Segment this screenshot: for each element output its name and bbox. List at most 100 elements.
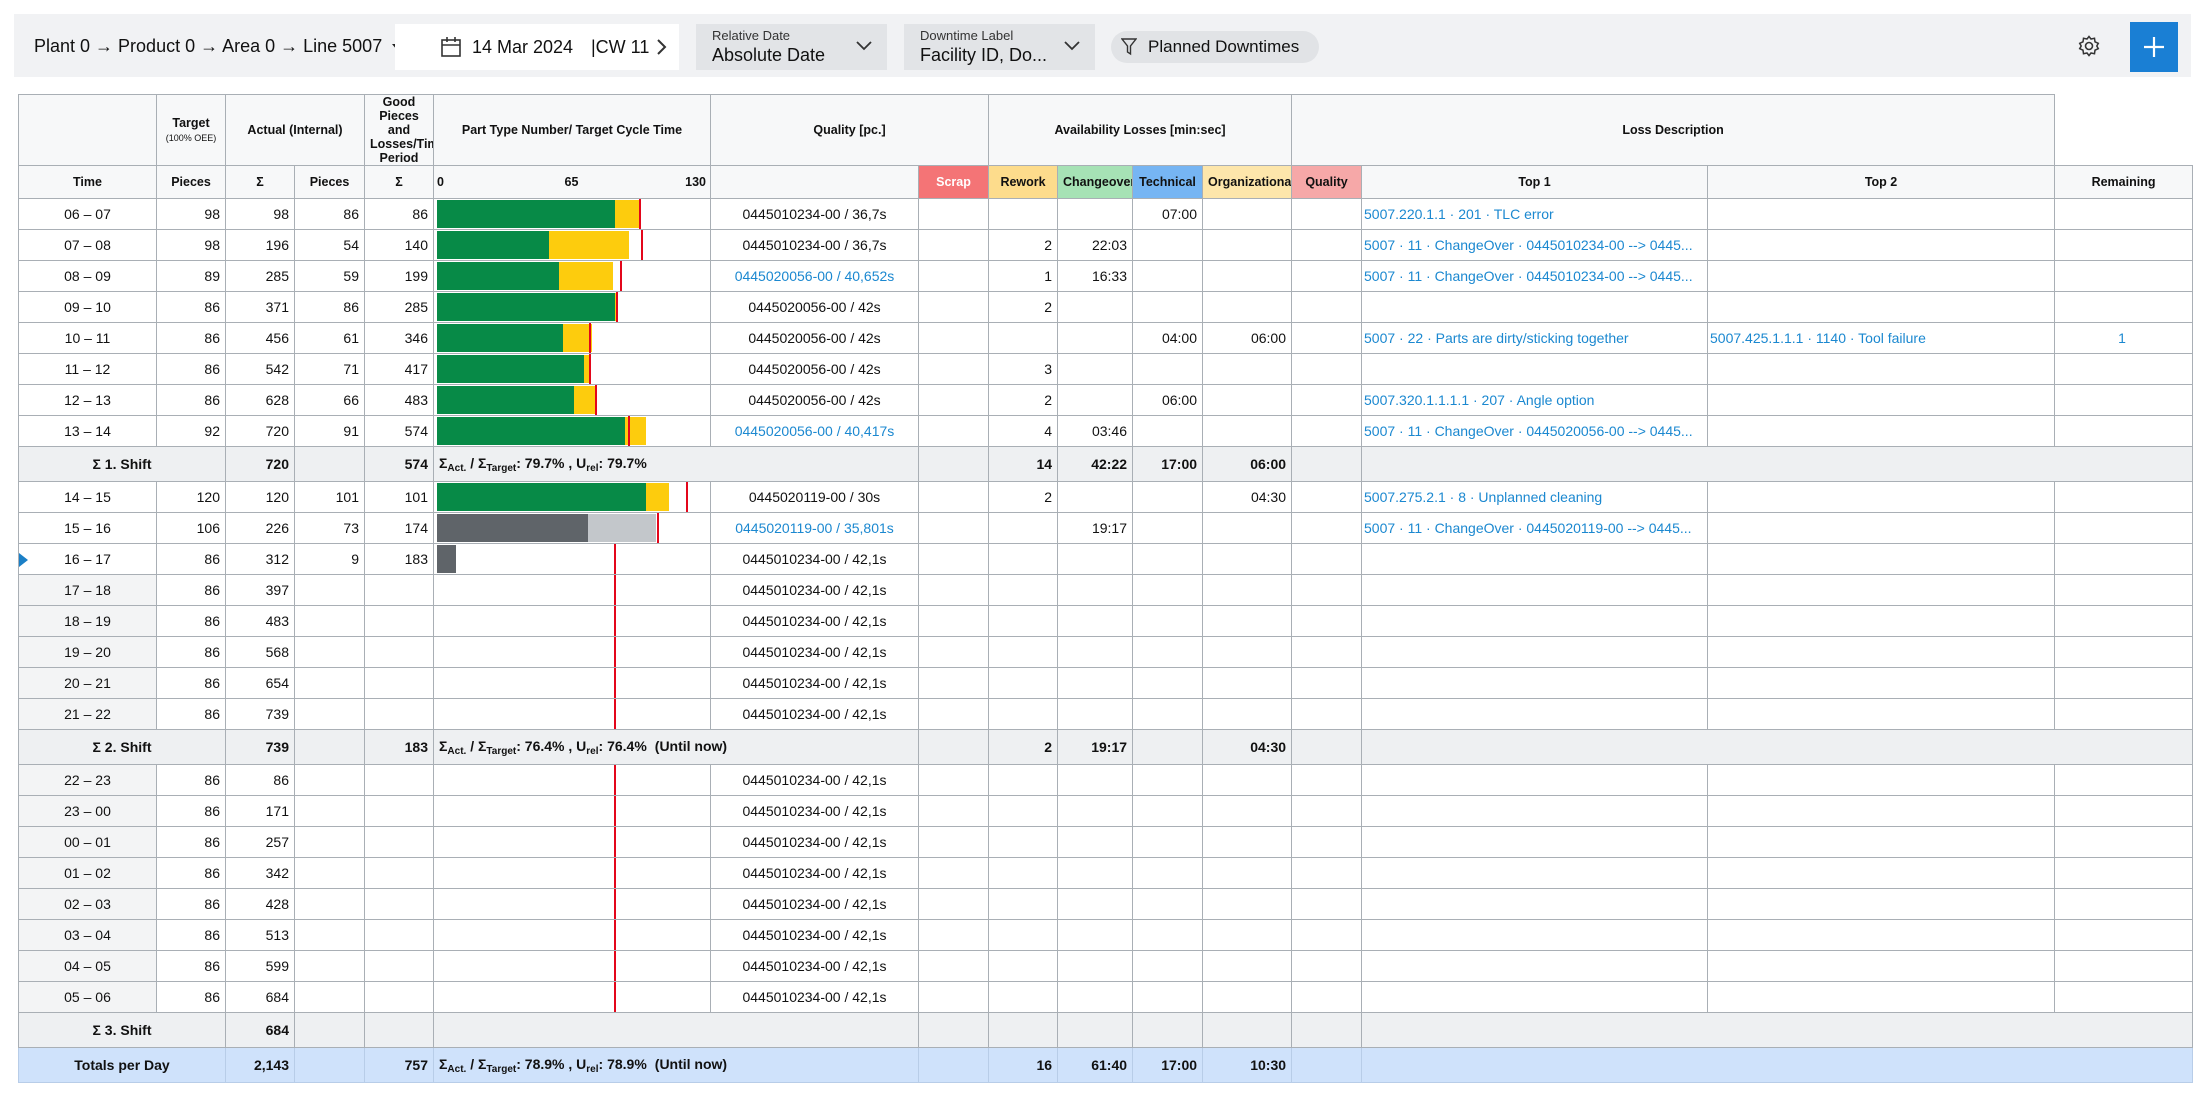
part-type: 0445020056-00 / 40,417s <box>710 415 919 447</box>
part-type-text[interactable]: 0445020056-00 / 40,417s <box>734 423 895 439</box>
remaining-link[interactable]: 1 <box>2118 330 2126 346</box>
settings-icon[interactable] <box>2078 35 2100 57</box>
target-pieces: 86 <box>156 888 226 920</box>
changeover <box>1057 481 1134 513</box>
good-bar <box>437 545 456 573</box>
bar-cell <box>433 415 711 447</box>
scrap <box>917 543 990 575</box>
organizational <box>1202 574 1293 606</box>
technical: 06:00 <box>1132 384 1204 416</box>
changeover <box>1057 981 1134 1013</box>
part-type-text: 0445020056-00 / 42s <box>748 392 881 408</box>
top2 <box>1707 260 2056 292</box>
time: 12 – 13 <box>18 384 157 416</box>
hour-row: 16 – 17 86 312 9 183 0445010234-00 / 42,1s <box>18 543 2194 575</box>
scrap <box>917 481 990 513</box>
target-sum: 428 <box>225 888 295 920</box>
ratio-part: / <box>466 737 478 754</box>
actual-pieces: 73 <box>294 512 365 544</box>
quality <box>1291 543 1363 575</box>
quality <box>1291 857 1363 889</box>
top1-link[interactable]: 5007 · 11 · ChangeOver · 0445020119-00 -… <box>1364 520 1692 536</box>
ratio-part: Σ <box>477 1055 487 1072</box>
top1-link[interactable]: 5007.220.1.1 · 201 · TLC error <box>1364 206 1554 222</box>
remaining <box>2054 353 2194 385</box>
target-line <box>613 951 616 981</box>
production-table: Target (100% OEE) Actual (Internal) Good Pi… <box>18 94 2194 1083</box>
top1-link[interactable]: 5007 · 11 · ChangeOver · 0445020056-00 -… <box>1364 423 1693 439</box>
next-arrow[interactable] <box>654 38 668 56</box>
time: 05 – 06 <box>18 981 157 1013</box>
technical <box>1132 415 1204 447</box>
time: 09 – 10 <box>18 291 157 323</box>
target-pieces: 86 <box>156 950 226 982</box>
top2 <box>1707 667 2056 699</box>
remaining <box>2054 198 2194 230</box>
time: 15 – 16 <box>18 512 157 544</box>
part-type-text: 0445020119-00 / 30s <box>748 489 881 505</box>
downtime-label-dropdown[interactable]: Downtime Label Facility ID, Do... <box>904 24 1095 70</box>
technical <box>1132 574 1204 606</box>
header-cell: Loss Description <box>1291 94 2056 166</box>
part-type: 0445020056-00 / 42s <box>710 322 919 354</box>
good-bar <box>437 231 549 259</box>
target-line <box>616 292 619 322</box>
ratio-note: (Until now) <box>654 737 728 754</box>
top1-link[interactable]: 5007.320.1.1.1.1 · 207 · Angle option <box>1364 392 1595 408</box>
top2-link[interactable]: 5007.425.1.1.1 · 1140 · Tool failure <box>1710 330 1926 346</box>
target-pieces: 86 <box>156 636 226 668</box>
date-picker[interactable]: 14 Mar 2024 |CW 11 <box>395 24 679 70</box>
actual-sum <box>364 919 434 951</box>
quality <box>1291 322 1363 354</box>
target-line <box>613 796 616 826</box>
organizational <box>1202 667 1293 699</box>
target-line <box>613 606 616 636</box>
scrap <box>917 605 990 637</box>
rework <box>988 919 1059 951</box>
top1 <box>1361 795 1709 827</box>
actual-sum <box>364 764 434 796</box>
remaining <box>2054 291 2194 323</box>
scrap <box>917 1047 990 1083</box>
actual-pieces: 61 <box>294 322 365 354</box>
top1-link[interactable]: 5007 · 11 · ChangeOver · 0445010234-00 -… <box>1364 268 1693 284</box>
axis-tick-label: 0 <box>437 175 444 189</box>
target-line <box>589 354 592 384</box>
top1-link[interactable]: 5007.275.2.1 · 8 · Unplanned cleaning <box>1364 489 1603 505</box>
actual-pieces <box>294 729 365 765</box>
part-type-text: 0445010234-00 / 42,1s <box>742 927 887 943</box>
top1-link[interactable]: 5007 · 11 · ChangeOver · 0445010234-00 -… <box>1364 237 1693 253</box>
top1-link[interactable]: 5007 · 22 · Parts are dirty/sticking tog… <box>1364 330 1629 346</box>
part-type: 0445020056-00 / 42s <box>710 384 919 416</box>
good-bar <box>437 355 584 383</box>
ratio-part: : <box>598 1055 608 1072</box>
hour-row: 23 – 00 86 171 0445010234-00 / 42,1s <box>18 795 2194 827</box>
part-type-text[interactable]: 0445020056-00 / 40,652s <box>734 268 895 284</box>
top2 <box>1707 574 2056 606</box>
breadcrumb[interactable]: Plant 0 → Product 0 → Area 0 → Line 5007 <box>34 36 403 57</box>
shift-label: Σ 3. Shift <box>18 1012 226 1048</box>
bar-cell <box>433 512 711 544</box>
changeover <box>1057 795 1134 827</box>
target-sum: 257 <box>225 826 295 858</box>
remaining <box>2054 919 2194 951</box>
rework <box>988 981 1059 1013</box>
ratio-part: U <box>576 454 587 471</box>
remaining <box>2054 574 2194 606</box>
loss-bar <box>559 262 613 290</box>
technical <box>1132 605 1204 637</box>
rework: 2 <box>988 384 1059 416</box>
target-line <box>589 323 592 353</box>
ratio-summary: ΣAct. / ΣTarget: 76.4% , Urel: 76.4% (Unt… <box>433 729 919 765</box>
technical <box>1132 826 1204 858</box>
relative-date-dropdown[interactable]: Relative Date Absolute Date <box>696 24 887 70</box>
breadcrumb-text[interactable]: Plant 0 → Product 0 → Area 0 → Line 5007 <box>34 36 383 56</box>
filter-chip[interactable]: Planned Downtimes <box>1111 31 1319 63</box>
scrap <box>917 698 990 730</box>
good-bar <box>437 324 564 352</box>
part-type-text[interactable]: 0445020119-00 / 35,801s <box>735 520 894 536</box>
add-button[interactable] <box>2130 22 2178 72</box>
top1 <box>1361 636 1709 668</box>
target-line <box>613 699 616 729</box>
bar-cell <box>433 981 711 1013</box>
